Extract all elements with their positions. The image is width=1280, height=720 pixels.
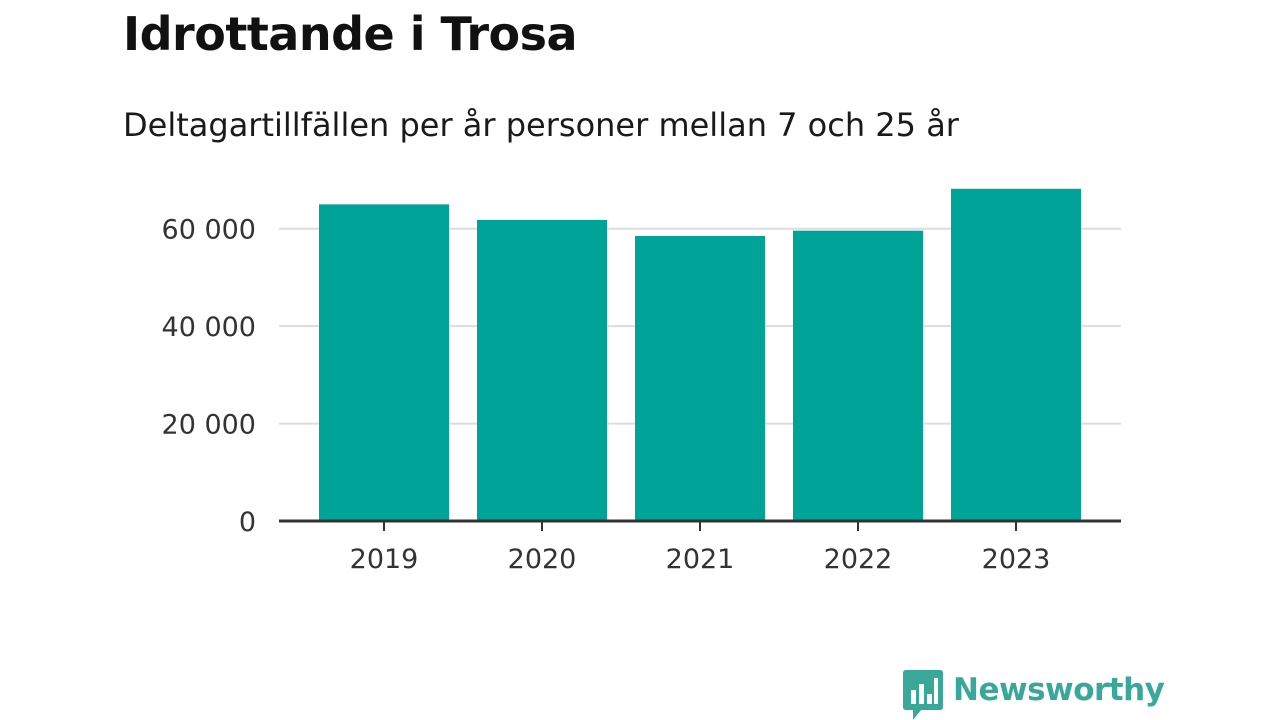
bar — [951, 188, 1081, 522]
brand-name: Newsworthy — [953, 672, 1165, 708]
tick-labels: 0 20 000 40 000 60 000 2019 2020 2021 2022 2023 — [162, 215, 1051, 575]
axes — [279, 519, 1121, 531]
x-tick-label: 2019 — [350, 544, 419, 575]
bars — [319, 188, 1081, 522]
bar — [477, 219, 607, 521]
y-tick-label: 60 000 — [162, 215, 256, 246]
y-tick-label: 20 000 — [162, 410, 256, 441]
brand-logo: Newsworthy — [903, 670, 1165, 720]
bar-chart-speech-bubble-icon — [903, 670, 943, 720]
chart-subtitle: Deltagartillfällen per år personer mella… — [123, 106, 959, 144]
y-tick-label: 40 000 — [162, 312, 256, 343]
bar — [793, 230, 923, 522]
bar — [319, 204, 449, 521]
x-tick-label: 2023 — [982, 544, 1051, 575]
bar — [635, 236, 765, 521]
x-tick-label: 2020 — [508, 544, 577, 575]
y-tick-label: 0 — [239, 507, 256, 538]
x-tick-label: 2021 — [666, 544, 735, 575]
chart-title: Idrottande i Trosa — [123, 7, 578, 61]
x-tick-label: 2022 — [824, 544, 893, 575]
